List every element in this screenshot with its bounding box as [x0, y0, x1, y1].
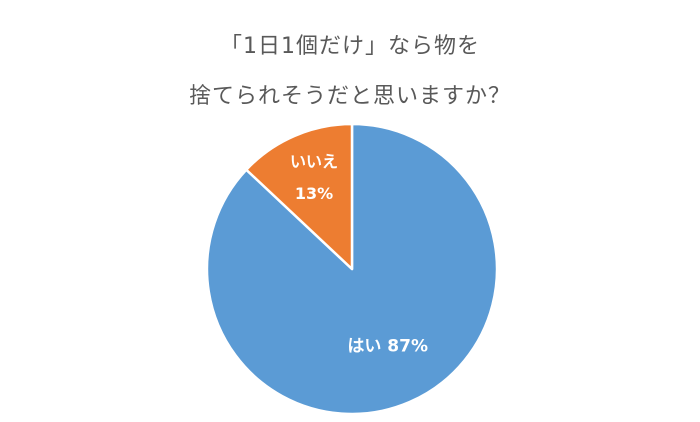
chart-title-line-2: 捨てられそうだと思いますか？	[188, 84, 511, 109]
slice-value-no: 13%	[295, 184, 333, 203]
slice-label-yes: はい 87%	[347, 337, 428, 357]
pie-slice-no	[245, 122, 354, 271]
slice-label-no: いいえ	[290, 152, 338, 171]
pie-slice-yes	[205, 122, 499, 416]
chart-title-line-1: 「1日1個だけ」なら物を	[220, 34, 480, 59]
